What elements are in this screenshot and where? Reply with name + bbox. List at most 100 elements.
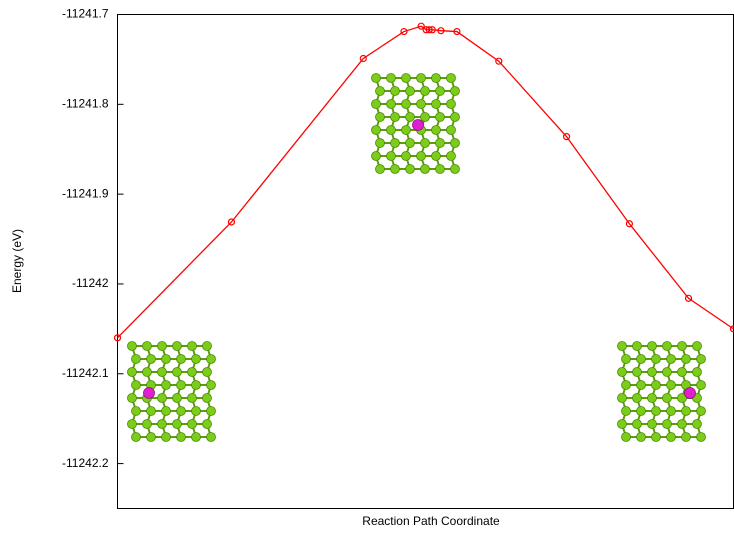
- atom: [386, 151, 396, 161]
- atom: [647, 393, 657, 403]
- atom: [420, 86, 430, 96]
- atom: [696, 380, 706, 390]
- atom: [172, 341, 182, 351]
- atom: [191, 354, 201, 364]
- atom: [450, 86, 460, 96]
- atom: [142, 341, 152, 351]
- atom: [692, 367, 702, 377]
- data-point: [417, 22, 425, 30]
- atom: [696, 354, 706, 364]
- atom: [405, 164, 415, 174]
- atom: [206, 354, 216, 364]
- atom: [416, 73, 426, 83]
- atom: [435, 138, 445, 148]
- atom: [131, 432, 141, 442]
- atom: [157, 393, 167, 403]
- atom: [416, 151, 426, 161]
- atom: [375, 112, 385, 122]
- atom: [157, 341, 167, 351]
- atom: [375, 86, 385, 96]
- data-point: [684, 294, 693, 302]
- atom: [191, 380, 201, 390]
- atom: [692, 419, 702, 429]
- atom: [142, 419, 152, 429]
- atom: [662, 393, 672, 403]
- atom: [142, 367, 152, 377]
- atom: [187, 393, 197, 403]
- atom: [401, 99, 411, 109]
- atom: [677, 367, 687, 377]
- atom: [435, 112, 445, 122]
- atom: [161, 432, 171, 442]
- atom: [651, 406, 661, 416]
- atom: [420, 138, 430, 148]
- atom: [636, 354, 646, 364]
- atom: [431, 151, 441, 161]
- atom: [681, 406, 691, 416]
- data-point: [437, 27, 445, 35]
- atom: [206, 432, 216, 442]
- atom: [632, 419, 642, 429]
- atom: [636, 406, 646, 416]
- data-point: [625, 220, 633, 228]
- atom: [191, 406, 201, 416]
- atom: [435, 86, 445, 96]
- atom: [375, 138, 385, 148]
- atom: [647, 341, 657, 351]
- atom: [187, 341, 197, 351]
- atom: [632, 341, 642, 351]
- atom: [431, 73, 441, 83]
- atom: [172, 367, 182, 377]
- data-point: [400, 27, 408, 36]
- atom: [651, 432, 661, 442]
- atom: [172, 393, 182, 403]
- atom: [431, 99, 441, 109]
- atom: [692, 341, 702, 351]
- atom: [666, 406, 676, 416]
- atom: [390, 164, 400, 174]
- atom: [420, 112, 430, 122]
- atom: [621, 354, 631, 364]
- atom: [696, 432, 706, 442]
- atom: [666, 354, 676, 364]
- atom: [681, 432, 691, 442]
- atom: [127, 367, 137, 377]
- atom: [202, 367, 212, 377]
- y-axis-label: Energy (eV): [10, 229, 24, 293]
- atom: [176, 354, 186, 364]
- data-point: [495, 57, 503, 65]
- atom: [662, 367, 672, 377]
- atom: [371, 73, 381, 83]
- atom: [405, 86, 415, 96]
- y-tick-label: -11242: [72, 276, 109, 290]
- atom: [446, 99, 456, 109]
- atom: [202, 419, 212, 429]
- y-tick-label: -11241.7: [62, 7, 109, 21]
- data-point: [113, 334, 122, 342]
- atom: [662, 341, 672, 351]
- atom: [390, 138, 400, 148]
- atom: [405, 138, 415, 148]
- atom: [371, 151, 381, 161]
- atom: [131, 380, 141, 390]
- atom: [617, 367, 627, 377]
- atom: [401, 125, 411, 135]
- atom: [191, 432, 201, 442]
- atom: [666, 380, 676, 390]
- atom: [176, 406, 186, 416]
- dopant-atom: [143, 387, 155, 399]
- atom: [202, 393, 212, 403]
- y-tick-label: -11241.8: [62, 96, 109, 110]
- atom: [617, 341, 627, 351]
- atom: [696, 406, 706, 416]
- data-point: [428, 26, 436, 34]
- series-line: [117, 25, 734, 339]
- atom: [157, 419, 167, 429]
- atom: [617, 393, 627, 403]
- atom: [435, 164, 445, 174]
- atom: [632, 393, 642, 403]
- atom: [146, 432, 156, 442]
- data-point: [453, 27, 461, 36]
- x-axis-label: Reaction Path Coordinate: [362, 514, 500, 528]
- atom: [666, 432, 676, 442]
